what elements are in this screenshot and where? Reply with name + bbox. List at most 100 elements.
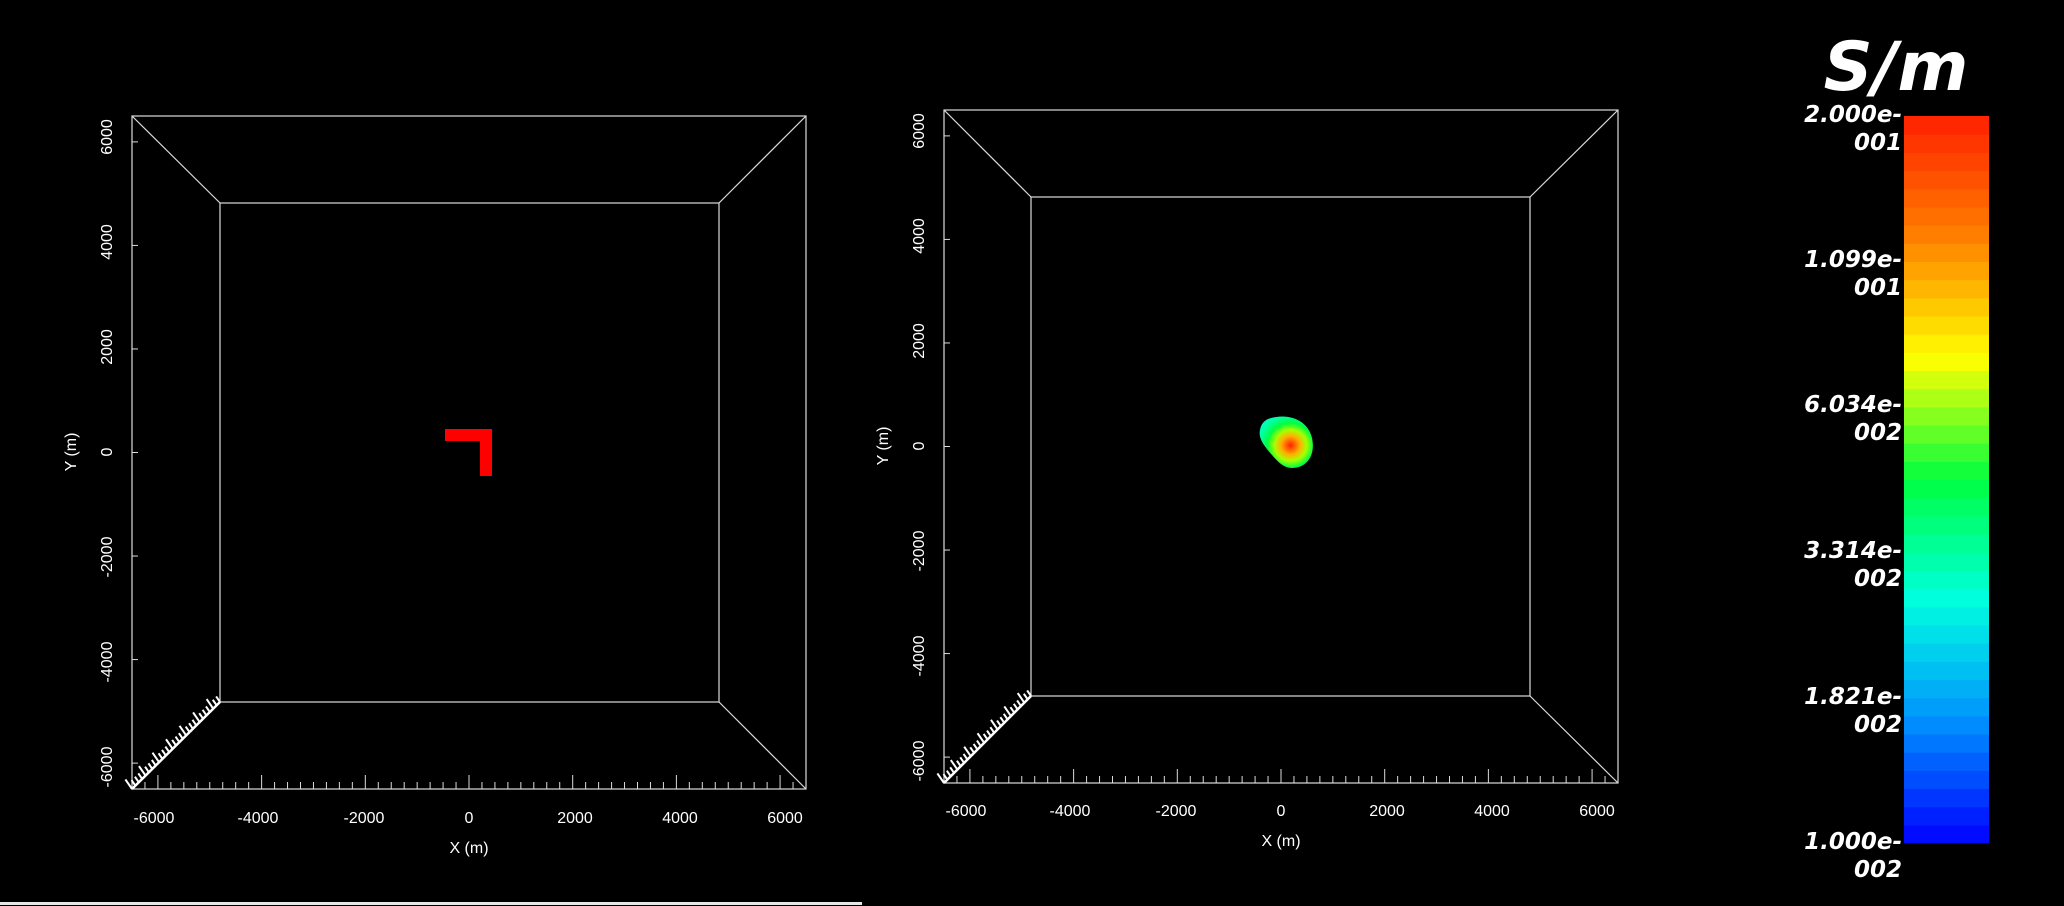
colorbar-band [1904,443,1989,462]
z-tick [990,719,999,731]
x-tick-label: -4000 [1050,803,1091,820]
z-tick [1003,705,1012,717]
z-tick [1026,689,1032,697]
y-tick-label: 4000 [911,218,928,254]
z-tick [963,746,972,757]
y-axis-ticks [944,135,950,758]
l-shaped-anomaly [445,429,492,476]
x-axis-label: X (m) [449,840,488,857]
z-tick [165,738,174,750]
z-axis-line [131,701,221,790]
y-tick-label: 0 [911,441,928,450]
y-tick-label: -4000 [911,635,928,676]
colorbar-band [1904,661,1989,681]
colorbar-band [1904,788,1989,808]
colorbar-band [1904,479,1989,499]
y-axis-label: Y (m) [63,433,80,472]
colorbar-label: 1.099e-001 [1804,247,1902,301]
z-tick [178,725,187,737]
colorbar-band [1904,334,1989,353]
z-tick [1016,692,1026,704]
z-tick [205,698,215,710]
y-tick-label: -2000 [99,536,116,577]
x-tick-label: -2000 [1156,803,1197,820]
viewport-divider [0,902,862,905]
y-tick-label: -4000 [99,641,116,682]
colorbar-band [1904,225,1989,244]
z-tick [215,695,221,703]
y-tick-label: 2000 [99,329,116,365]
colorbar-band [1904,697,1989,717]
colorbar-band [1904,279,1989,299]
y-tick-label: -6000 [99,746,116,787]
colorbar-band [1904,643,1989,662]
colorbar-band [1904,134,1989,153]
colorbar-band [1904,824,1989,843]
y-tick-label: -2000 [911,530,928,571]
x-tick-label: 0 [465,810,474,827]
x-tick-label: -4000 [238,810,279,827]
colorbar-band [1904,461,1989,481]
y-axis-label: Y (m) [875,427,892,466]
colorbar-band [1904,552,1989,571]
y-tick-label: 6000 [911,113,928,149]
colorbar-label-min: 1.000e-002 [1804,829,1902,883]
x-tick-label: -2000 [344,810,385,827]
colorbar [1904,116,1989,843]
colorbar-band [1904,406,1989,426]
y-tick-label: 2000 [911,323,928,359]
z-tick [976,732,985,744]
colorbar-band [1904,370,1989,390]
y-tick-label: -6000 [911,740,928,781]
inversion-panel: -6000 -4000 -2000 0 2000 4000 6000 X (m)… [875,109,1619,850]
colorbar-label: 6.034e-002 [1804,392,1902,446]
colorbar-band [1904,152,1989,172]
x-axis-ticks [943,769,1619,783]
colorbar-band [1904,570,1989,590]
y-tick-label: 0 [99,447,116,456]
colorbar-band [1904,588,1989,608]
z-tick [192,711,201,723]
z-axis-ticks [936,689,1032,784]
x-axis-label: X (m) [1261,833,1300,850]
model-panel: -6000 -4000 -2000 0 2000 4000 6000 X (m)… [63,115,807,857]
colorbar-band [1904,315,1989,335]
colorbar-band [1904,770,1989,790]
colorbar-band [1904,261,1989,281]
colorbar-band [1904,297,1989,317]
colorbar-band [1904,515,1989,535]
colorbar-band [1904,388,1989,408]
colorbar-band [1904,752,1989,771]
colorbar-band [1904,170,1989,190]
colorbar-band [1904,243,1989,262]
x-tick-label: 6000 [1579,803,1615,820]
colorbar-band [1904,206,1989,226]
x-tick-label: 2000 [557,810,593,827]
colorbar-band [1904,624,1989,644]
colorbar-band [1904,534,1989,553]
colorbar-band [1904,352,1989,372]
colorbar-band [1904,116,1989,135]
x-tick-label: 0 [1277,803,1286,820]
z-tick [949,759,959,771]
colorbar-label: 1.821e-002 [1804,684,1902,738]
colorbar-band [1904,606,1989,626]
y-tick-label: 4000 [99,224,116,260]
z-axis-ticks [124,695,221,790]
z-tick [138,765,147,777]
colorbar-band [1904,424,1989,444]
x-axis-ticks [131,775,807,789]
colorbar-band [1904,715,1989,735]
x-tick-label: 2000 [1369,803,1405,820]
colorbar-title: S/m [1823,28,1969,107]
y-axis-ticks [132,141,138,764]
x-tick-label: -6000 [946,803,987,820]
colorbar-band [1904,497,1989,517]
z-tick [124,778,133,790]
colorbar-band [1904,733,1989,753]
bounding-box [131,115,807,790]
recovered-anomaly [1259,416,1313,468]
colorbar-label-max: 2.000e-001 [1804,102,1902,156]
colorbar-label: 3.314e-002 [1804,538,1902,592]
